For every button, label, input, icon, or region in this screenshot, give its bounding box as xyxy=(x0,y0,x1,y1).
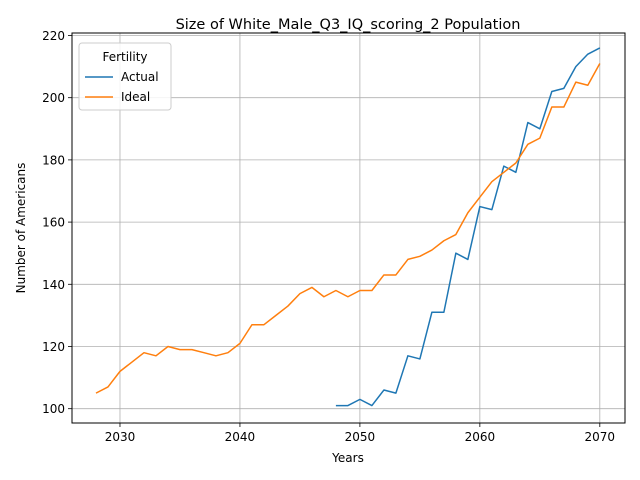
series-lines xyxy=(95,47,601,407)
legend-label-ideal: Ideal xyxy=(121,90,150,104)
grid xyxy=(72,33,625,423)
y-axis-label: Number of Americans xyxy=(14,163,28,294)
series-line-actual xyxy=(335,47,601,407)
x-tick-label: 2060 xyxy=(465,430,496,444)
legend-title: Fertility xyxy=(102,50,147,64)
y-tick-label: 220 xyxy=(42,29,65,43)
legend-box xyxy=(78,42,172,111)
y-tick-label: 200 xyxy=(42,91,65,105)
x-tick-label: 2030 xyxy=(105,430,136,444)
x-tick-label: 2050 xyxy=(345,430,376,444)
y-tick-label: 140 xyxy=(42,278,65,292)
plot-frame xyxy=(71,32,626,424)
series-line-ideal xyxy=(95,63,601,394)
y-tick-label: 100 xyxy=(42,402,65,416)
legend: Fertility Actual Ideal xyxy=(78,42,172,111)
legend-label-actual: Actual xyxy=(121,70,159,84)
axis-ticks: 2030 2040 2050 2060 2070 100 120 140 160 180 200 22… xyxy=(42,29,615,444)
x-axis-label: Years xyxy=(331,451,364,465)
y-tick-label: 180 xyxy=(42,153,65,167)
chart-title: Size of White_Male_Q3_IQ_scoring_2 Popul… xyxy=(176,17,521,33)
y-tick-label: 120 xyxy=(42,340,65,354)
x-tick-label: 2040 xyxy=(225,430,256,444)
x-tick-label: 2070 xyxy=(585,430,616,444)
y-tick-label: 160 xyxy=(42,216,65,230)
